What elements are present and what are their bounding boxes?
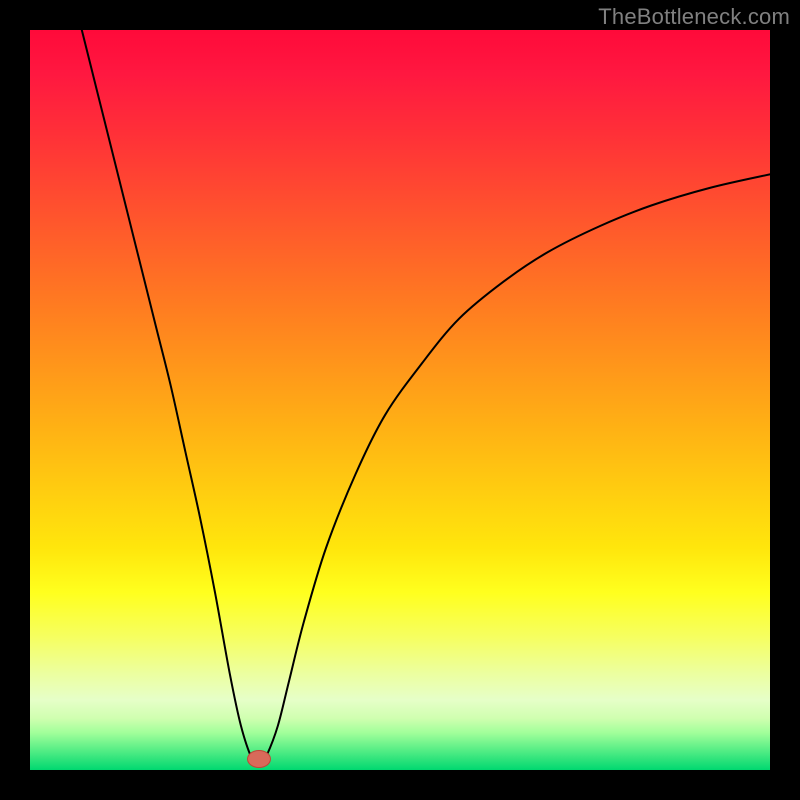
curve-path (82, 30, 770, 766)
watermark-text: TheBottleneck.com (598, 4, 790, 30)
bottleneck-curve (30, 30, 770, 770)
optimal-point-marker (247, 750, 271, 768)
chart-frame: TheBottleneck.com (0, 0, 800, 800)
plot-area (30, 30, 770, 770)
